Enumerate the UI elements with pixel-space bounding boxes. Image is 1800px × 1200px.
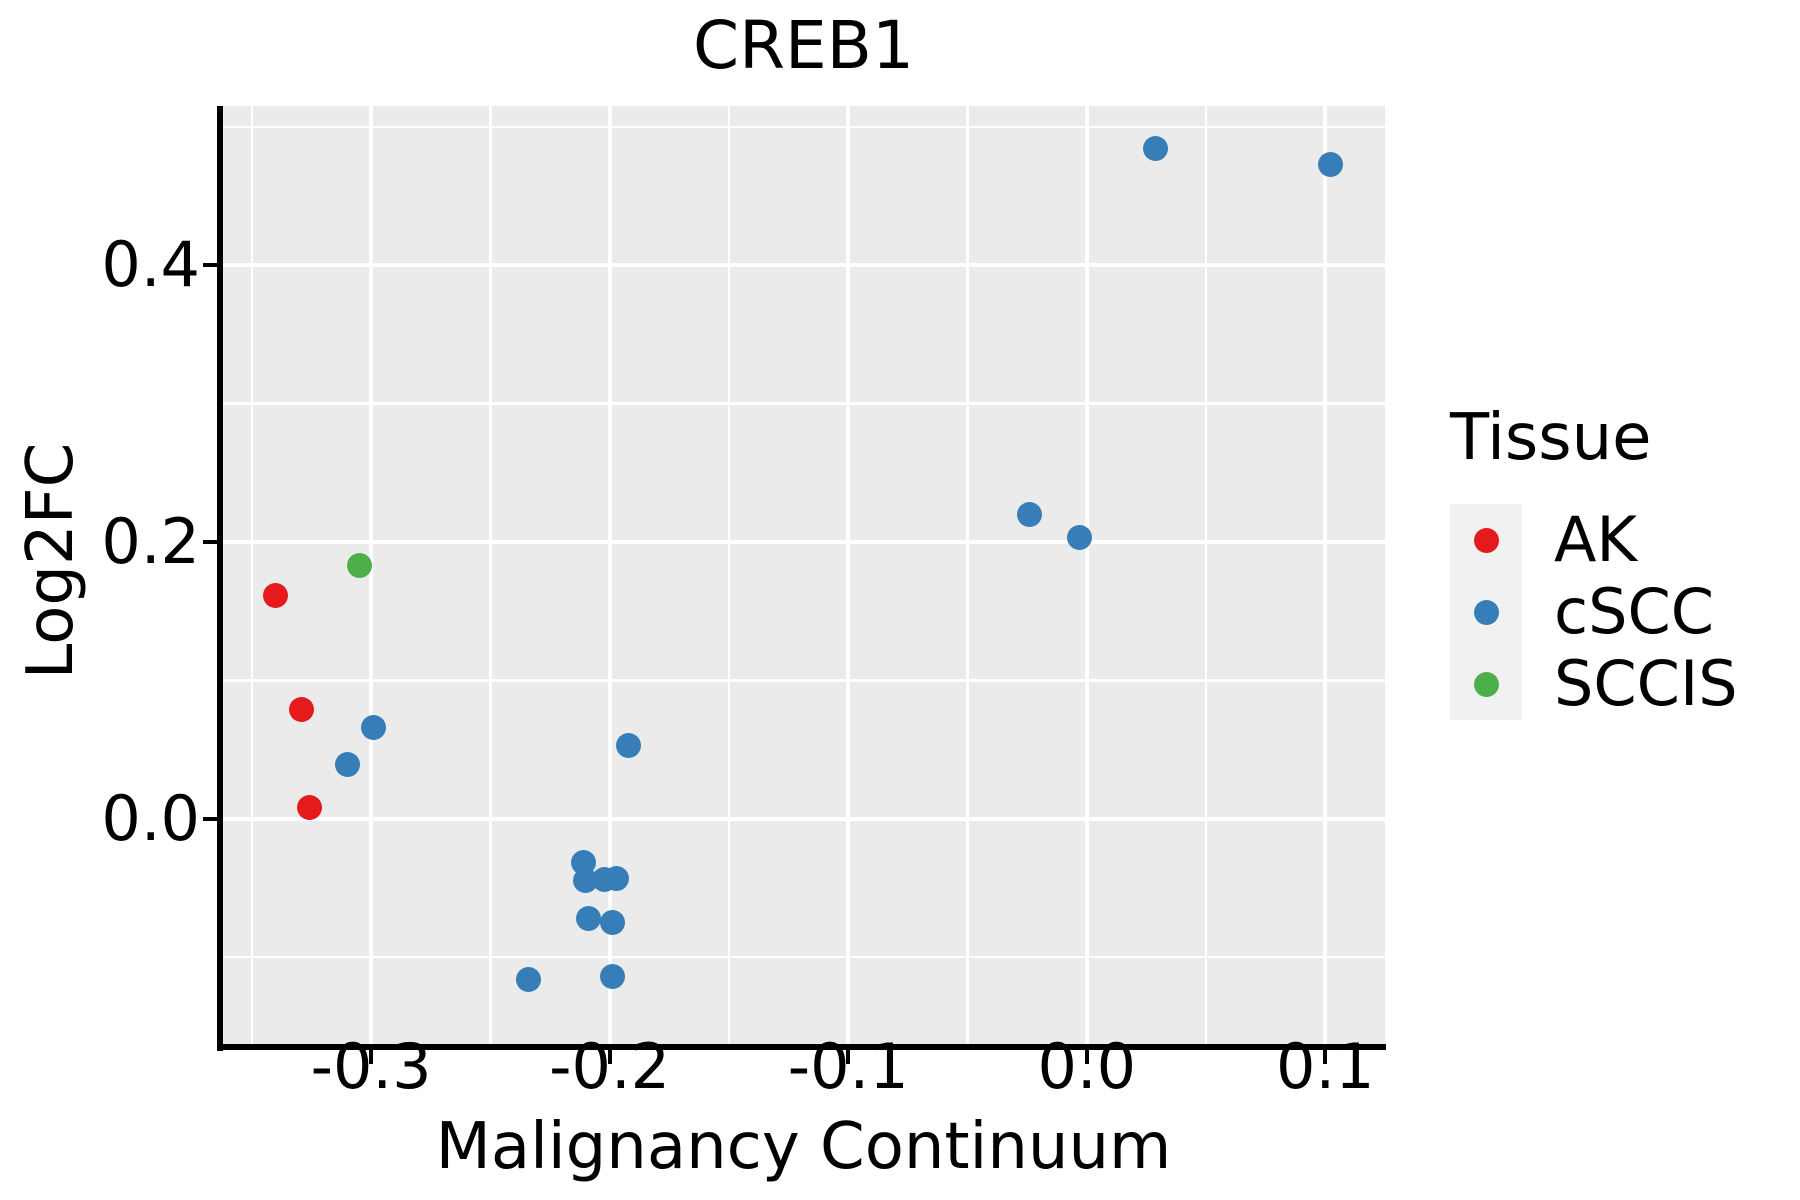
data-point-cscc bbox=[575, 905, 601, 931]
x-tick-mark bbox=[1084, 1050, 1089, 1064]
x-minor-gridline bbox=[1204, 106, 1208, 1047]
x-tick-label: -0.2 bbox=[549, 1030, 671, 1103]
x-minor-gridline bbox=[489, 106, 492, 1047]
legend-item-cscc: cSCC bbox=[1450, 576, 1738, 648]
y-minor-gridline bbox=[222, 125, 1385, 128]
y-tick-label: 0.0 bbox=[101, 781, 200, 855]
x-major-gridline bbox=[369, 106, 374, 1047]
y-tick-label: 0.4 bbox=[101, 228, 200, 302]
legend: Tissue AK cSCC SCCIS bbox=[1450, 406, 1738, 720]
data-point-cscc bbox=[599, 963, 625, 989]
data-point-sccis bbox=[346, 552, 372, 578]
x-major-gridline bbox=[846, 106, 851, 1047]
data-point-cscc bbox=[616, 732, 642, 758]
legend-item-label: cSCC bbox=[1554, 575, 1715, 648]
legend-item-sccis: SCCIS bbox=[1450, 648, 1738, 720]
data-point-cscc bbox=[1317, 151, 1343, 177]
y-minor-gridline bbox=[222, 679, 1385, 682]
data-point-cscc bbox=[1017, 501, 1043, 527]
data-point-cscc bbox=[334, 752, 360, 778]
y-major-gridline bbox=[222, 816, 1385, 821]
x-tick-mark bbox=[369, 1050, 374, 1064]
data-point-cscc bbox=[1067, 525, 1093, 551]
x-axis-title: Malignancy Continuum bbox=[435, 1110, 1172, 1184]
x-tick-mark bbox=[846, 1050, 851, 1064]
data-point-cscc bbox=[516, 966, 542, 992]
x-tick-label: 0.0 bbox=[1037, 1030, 1137, 1103]
x-axis-line bbox=[217, 1044, 1386, 1050]
legend-key-box bbox=[1450, 576, 1522, 648]
y-minor-gridline bbox=[222, 955, 1385, 959]
x-minor-gridline bbox=[250, 106, 254, 1047]
data-point-ak bbox=[289, 696, 315, 722]
data-point-cscc bbox=[360, 714, 386, 740]
legend-key-box bbox=[1450, 504, 1522, 576]
x-minor-gridline bbox=[966, 106, 969, 1047]
legend-item-label: AK bbox=[1554, 503, 1638, 576]
legend-keys: AK cSCC SCCIS bbox=[1450, 504, 1738, 720]
x-tick-mark bbox=[1323, 1050, 1328, 1064]
x-tick-label: -0.3 bbox=[310, 1030, 432, 1103]
x-minor-gridline bbox=[727, 106, 731, 1047]
legend-dot-ak bbox=[1473, 527, 1499, 553]
y-minor-gridline bbox=[222, 402, 1385, 405]
y-axis-title: Log2FC bbox=[14, 442, 88, 680]
y-tick-label: 0.2 bbox=[101, 504, 200, 578]
x-major-gridline bbox=[607, 106, 612, 1047]
legend-key-box bbox=[1450, 648, 1522, 720]
data-point-ak bbox=[263, 583, 289, 609]
legend-dot-sccis bbox=[1473, 671, 1499, 697]
y-tick-mark bbox=[203, 816, 217, 821]
plot-panel bbox=[222, 106, 1385, 1047]
data-point-cscc bbox=[599, 909, 625, 935]
legend-item-label: SCCIS bbox=[1554, 647, 1738, 720]
y-major-gridline bbox=[222, 539, 1385, 544]
y-tick-mark bbox=[203, 263, 217, 268]
legend-dot-cscc bbox=[1473, 599, 1499, 625]
data-point-ak bbox=[296, 795, 322, 821]
x-major-gridline bbox=[1084, 106, 1089, 1047]
data-point-cscc bbox=[1143, 136, 1169, 162]
x-major-gridline bbox=[1323, 106, 1328, 1047]
data-point-cscc bbox=[604, 865, 630, 891]
legend-item-ak: AK bbox=[1450, 504, 1738, 576]
x-tick-label: 0.1 bbox=[1276, 1030, 1375, 1103]
legend-title: Tissue bbox=[1450, 401, 1652, 475]
chart-title: CREB1 bbox=[693, 7, 914, 84]
y-tick-mark bbox=[203, 539, 217, 544]
x-tick-mark bbox=[607, 1050, 612, 1064]
x-tick-label: -0.1 bbox=[787, 1030, 909, 1103]
y-major-gridline bbox=[222, 263, 1385, 268]
y-axis-line bbox=[217, 106, 223, 1051]
